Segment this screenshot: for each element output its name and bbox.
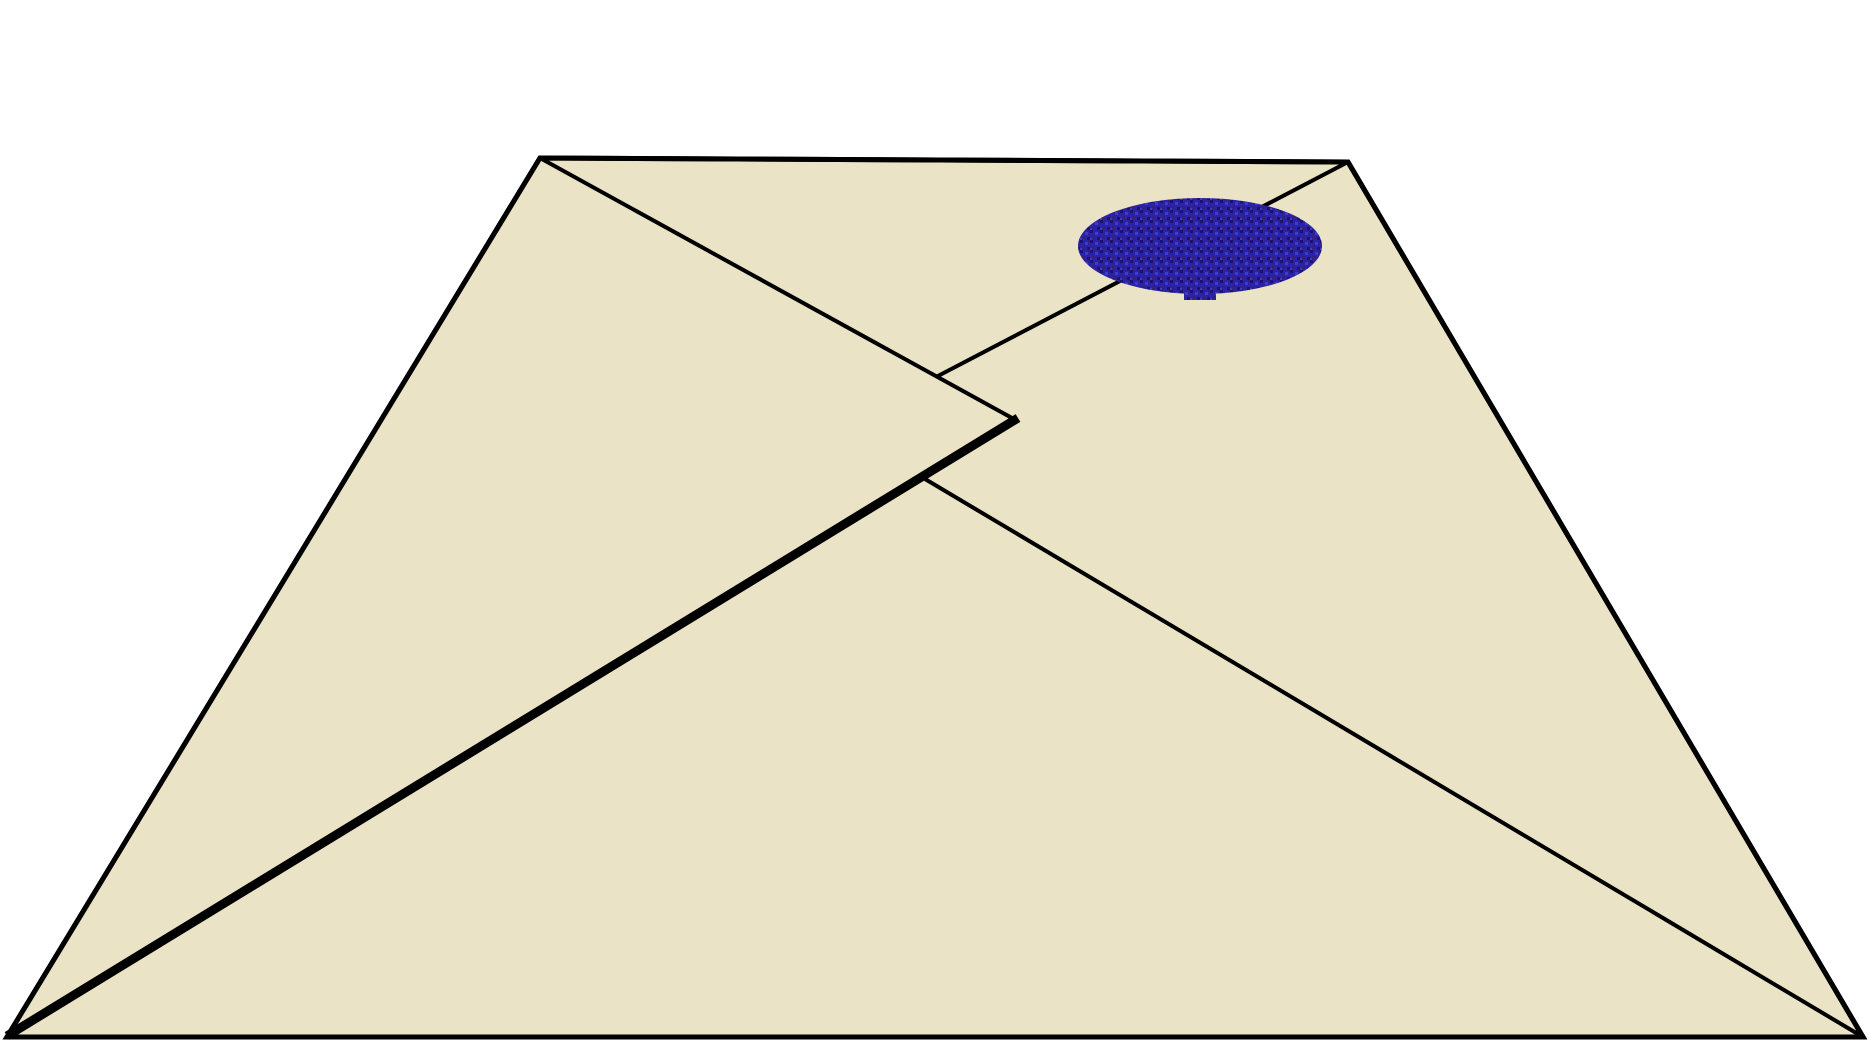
wax-seal-icon [1078, 198, 1322, 294]
envelope-right-fold [923, 477, 1865, 1039]
envelope-outline [2, 155, 1868, 1040]
envelope-front-flap [7, 158, 1016, 1037]
wax-seal-drip [1184, 286, 1216, 300]
envelope-flap-upper-edge [539, 156, 1013, 420]
envelope-flap-lower-edge [4, 414, 1021, 1040]
